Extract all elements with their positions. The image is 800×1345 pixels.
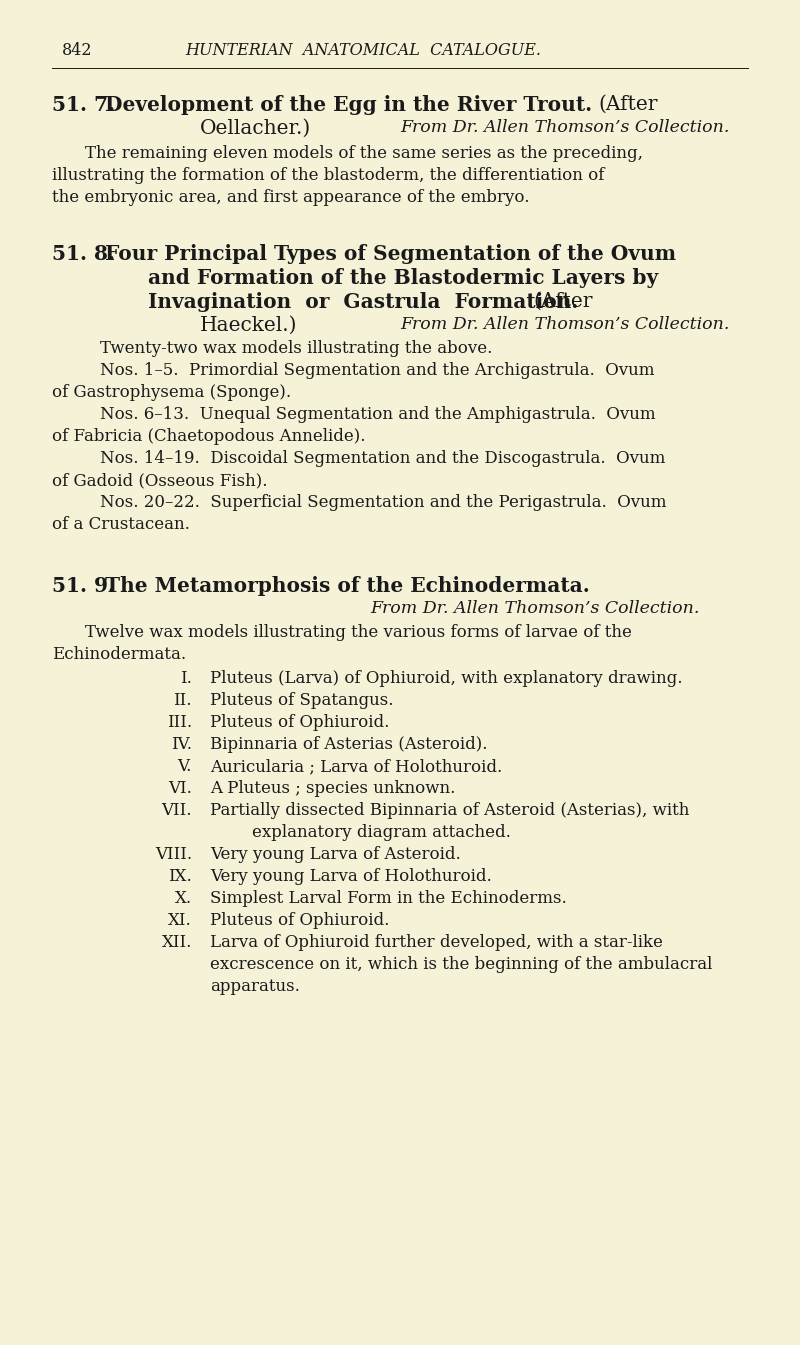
Text: Partially dissected Bipinnaria of Asteroid (Asterias), with: Partially dissected Bipinnaria of Astero… [210,802,690,819]
Text: Bipinnaria of Asterias (Asteroid).: Bipinnaria of Asterias (Asteroid). [210,736,487,753]
Text: The remaining eleven models of the same series as the preceding,: The remaining eleven models of the same … [85,145,643,161]
Text: the embryonic area, and first appearance of the embryo.: the embryonic area, and first appearance… [52,190,530,206]
Text: and Formation of the Blastodermic Layers by: and Formation of the Blastodermic Layers… [148,268,658,288]
Text: From Dr. Allen Thomson’s Collection.: From Dr. Allen Thomson’s Collection. [400,316,730,334]
Text: Larva of Ophiuroid further developed, with a star-like: Larva of Ophiuroid further developed, wi… [210,933,663,951]
Text: V.: V. [178,759,192,775]
Text: VIII.: VIII. [155,846,192,863]
Text: Four Principal Types of Segmentation of the Ovum: Four Principal Types of Segmentation of … [105,243,676,264]
Text: Nos. 14–19.  Discoidal Segmentation and the Discogastrula.  Ovum: Nos. 14–19. Discoidal Segmentation and t… [100,451,666,467]
Text: Pluteus of Spatangus.: Pluteus of Spatangus. [210,691,394,709]
Text: X.: X. [175,890,192,907]
Text: VI.: VI. [168,780,192,798]
Text: Oellacher.): Oellacher.) [200,118,311,139]
Text: XI.: XI. [168,912,192,929]
Text: illustrating the formation of the blastoderm, the differentiation of: illustrating the formation of the blasto… [52,167,604,184]
Text: III.: III. [167,714,192,730]
Text: From Dr. Allen Thomson’s Collection.: From Dr. Allen Thomson’s Collection. [400,118,730,136]
Text: Nos. 20–22.  Superficial Segmentation and the Perigastrula.  Ovum: Nos. 20–22. Superficial Segmentation and… [100,494,666,511]
Text: excrescence on it, which is the beginning of the ambulacral: excrescence on it, which is the beginnin… [210,956,712,972]
Text: (After: (After [533,292,593,311]
Text: II.: II. [174,691,192,709]
Text: Invagination  or  Gastrula  Formation.: Invagination or Gastrula Formation. [148,292,578,312]
Text: Twelve wax models illustrating the various forms of larvae of the: Twelve wax models illustrating the vario… [85,624,632,642]
Text: Simplest Larval Form in the Echinoderms.: Simplest Larval Form in the Echinoderms. [210,890,566,907]
Text: Auricularia ; Larva of Holothuroid.: Auricularia ; Larva of Holothuroid. [210,759,502,775]
Text: 51. 9.: 51. 9. [52,576,115,596]
Text: Pluteus (Larva) of Ophiuroid, with explanatory drawing.: Pluteus (Larva) of Ophiuroid, with expla… [210,670,682,687]
Text: (After: (After [598,95,658,114]
Text: XII.: XII. [162,933,192,951]
Text: 842: 842 [62,42,93,59]
Text: I.: I. [180,670,192,687]
Text: IX.: IX. [168,868,192,885]
Text: of a Crustacean.: of a Crustacean. [52,516,190,533]
Text: Twenty-two wax models illustrating the above.: Twenty-two wax models illustrating the a… [100,340,492,356]
Text: of Gadoid (Osseous Fish).: of Gadoid (Osseous Fish). [52,472,267,490]
Text: Nos. 1–5.  Primordial Segmentation and the Archigastrula.  Ovum: Nos. 1–5. Primordial Segmentation and th… [100,362,654,379]
Text: Very young Larva of Holothuroid.: Very young Larva of Holothuroid. [210,868,492,885]
Text: Pluteus of Ophiuroid.: Pluteus of Ophiuroid. [210,912,390,929]
Text: IV.: IV. [171,736,192,753]
Text: Echinodermata.: Echinodermata. [52,646,186,663]
Text: Pluteus of Ophiuroid.: Pluteus of Ophiuroid. [210,714,390,730]
Text: apparatus.: apparatus. [210,978,300,995]
Text: VII.: VII. [162,802,192,819]
Text: of Fabricia (Chaetopodous Annelide).: of Fabricia (Chaetopodous Annelide). [52,428,366,445]
Text: HUNTERIAN  ANATOMICAL  CATALOGUE.: HUNTERIAN ANATOMICAL CATALOGUE. [185,42,541,59]
Text: From Dr. Allen Thomson’s Collection.: From Dr. Allen Thomson’s Collection. [370,600,699,617]
Text: Nos. 6–13.  Unequal Segmentation and the Amphigastrula.  Ovum: Nos. 6–13. Unequal Segmentation and the … [100,406,656,422]
Text: Development of the Egg in the River Trout.: Development of the Egg in the River Trou… [105,95,592,116]
Text: Haeckel.): Haeckel.) [200,316,298,335]
Text: of Gastrophysema (Sponge).: of Gastrophysema (Sponge). [52,385,291,401]
Text: 51. 8.: 51. 8. [52,243,115,264]
Text: Very young Larva of Asteroid.: Very young Larva of Asteroid. [210,846,461,863]
Text: explanatory diagram attached.: explanatory diagram attached. [210,824,511,841]
Text: 51. 7.: 51. 7. [52,95,115,116]
Text: A Pluteus ; species unknown.: A Pluteus ; species unknown. [210,780,455,798]
Text: The Metamorphosis of the Echinodermata.: The Metamorphosis of the Echinodermata. [105,576,590,596]
